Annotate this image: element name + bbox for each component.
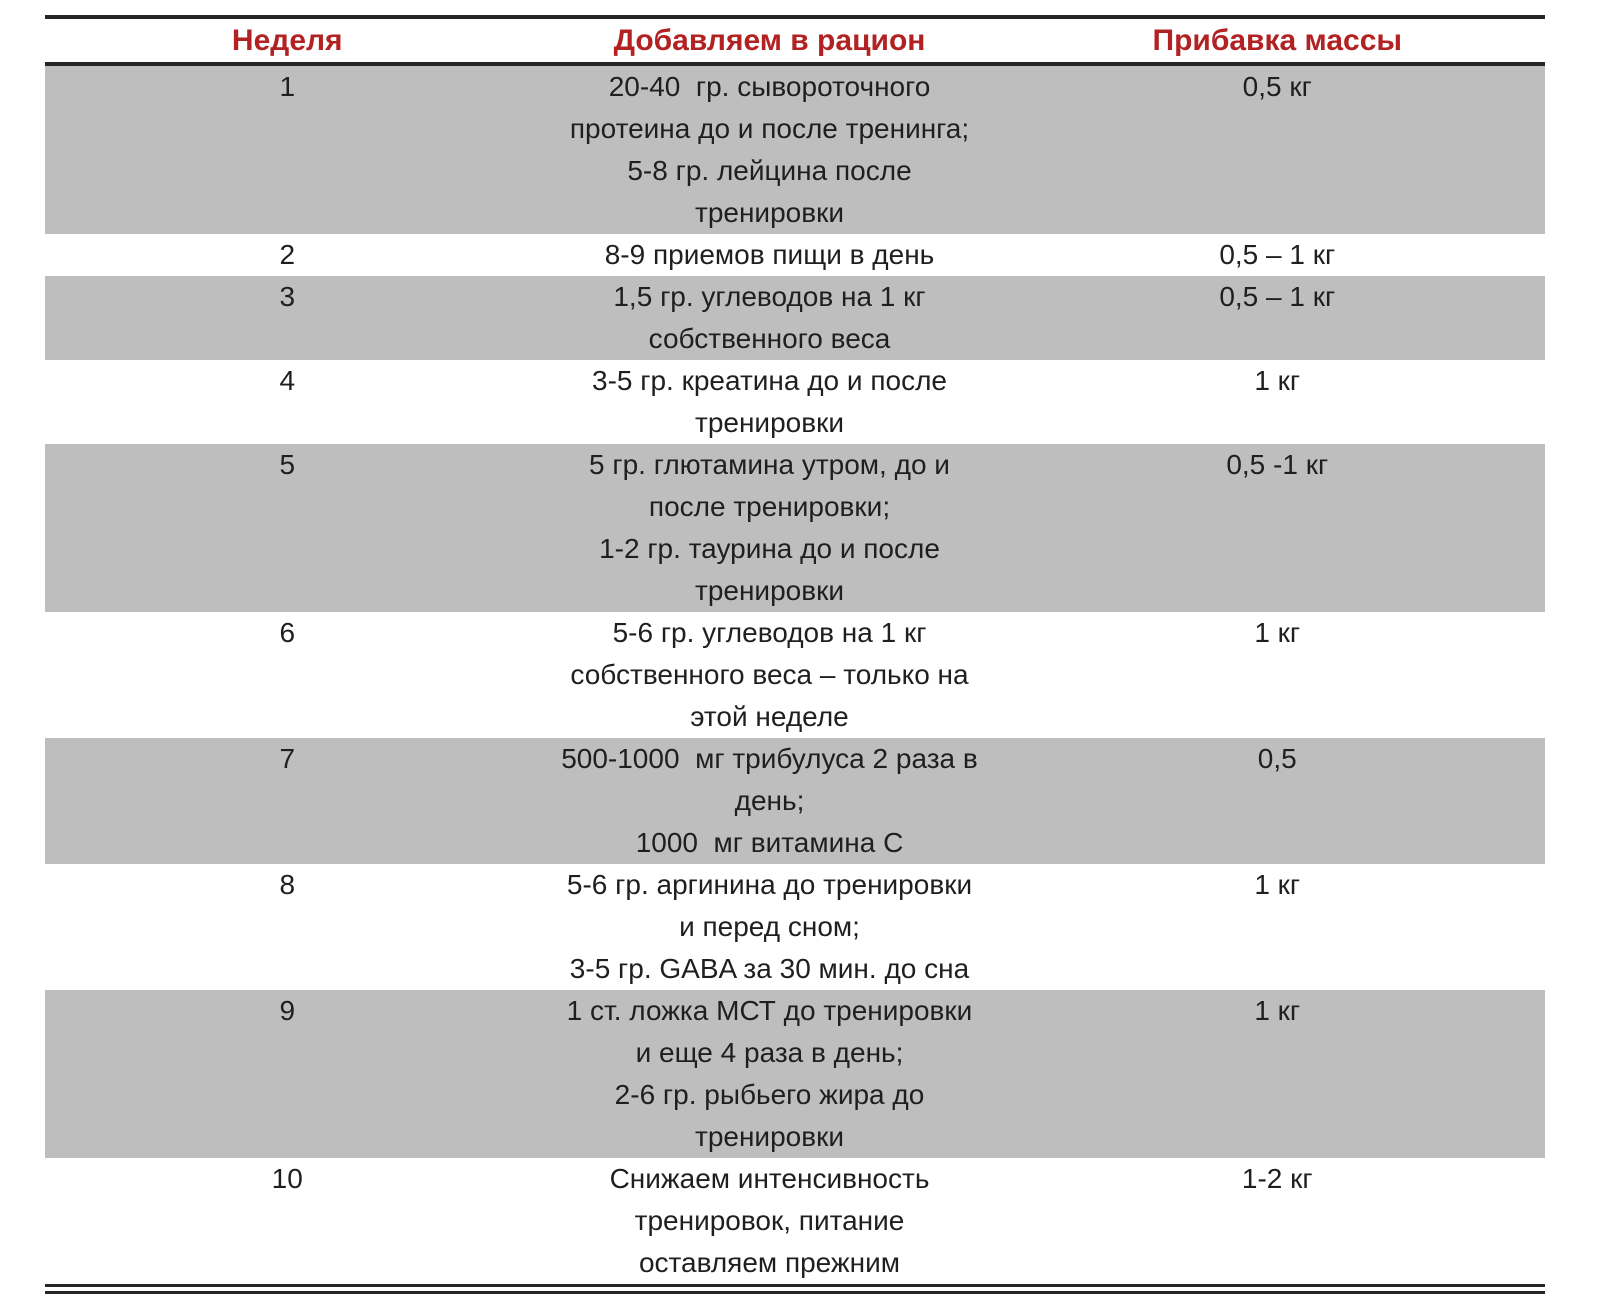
- week-cell: 10: [271, 1163, 303, 1194]
- gain-cell: 1 кг: [1254, 617, 1301, 648]
- table-header-row: Неделя Добавляем в рацион Прибавка массы: [45, 19, 1545, 66]
- table-row: 8 5-6 гр. аргинина до тренировки и перед…: [45, 864, 1545, 990]
- week-cell: 3: [279, 281, 296, 312]
- table-row: 6 5-6 гр. углеводов на 1 кг собственного…: [45, 612, 1545, 738]
- table-row: 1 20-40 гр. сывороточного протеина до и …: [45, 66, 1545, 234]
- diet-cell: 5-6 гр. углеводов на 1 кг собственного в…: [570, 617, 969, 732]
- diet-cell: 1 ст. ложка МСТ до тренировки и еще 4 ра…: [566, 995, 973, 1152]
- column-header-diet: Добавляем в рацион: [613, 24, 926, 57]
- week-cell: 2: [279, 239, 296, 270]
- table-row: 4 3-5 гр. креатина до и после тренировки…: [45, 360, 1545, 444]
- gain-cell: 0,5 -1 кг: [1226, 449, 1329, 480]
- week-cell: 1: [279, 71, 296, 102]
- week-cell: 9: [279, 995, 296, 1026]
- table-row: 3 1,5 гр. углеводов на 1 кг собственного…: [45, 276, 1545, 360]
- table-row: 7 500-1000 мг трибулуса 2 раза в день; 1…: [45, 738, 1545, 864]
- gain-cell: 1 кг: [1254, 365, 1301, 396]
- week-cell: 8: [279, 869, 296, 900]
- diet-cell: 1,5 гр. углеводов на 1 кг собственного в…: [613, 281, 926, 354]
- gain-cell: 1 кг: [1254, 869, 1301, 900]
- gain-cell: 1-2 кг: [1241, 1163, 1313, 1194]
- diet-cell: 5 гр. глютамина утром, до и после тренир…: [589, 449, 950, 606]
- table-row: 5 5 гр. глютамина утром, до и после трен…: [45, 444, 1545, 612]
- week-cell: 4: [279, 365, 296, 396]
- gain-cell: 0,5: [1257, 743, 1297, 774]
- diet-cell: Снижаем интенсивность тренировок, питани…: [609, 1163, 930, 1278]
- gain-cell: 1 кг: [1254, 995, 1301, 1026]
- diet-cell: 3-5 гр. креатина до и после тренировки: [592, 365, 947, 438]
- diet-cell: 5-6 гр. аргинина до тренировки и перед с…: [566, 869, 973, 984]
- gain-cell: 0,5 – 1 кг: [1219, 239, 1336, 270]
- column-header-week: Неделя: [231, 24, 343, 57]
- gain-cell: 0,5 – 1 кг: [1219, 281, 1336, 312]
- weekly-supplement-table: Неделя Добавляем в рацион Прибавка массы…: [45, 15, 1545, 1294]
- diet-cell: 20-40 гр. сывороточного протеина до и по…: [569, 71, 970, 228]
- gain-cell: 0,5 кг: [1242, 71, 1312, 102]
- diet-cell: 500-1000 мг трибулуса 2 раза в день; 100…: [561, 743, 978, 858]
- week-cell: 5: [279, 449, 296, 480]
- table-row: 2 8-9 приемов пищи в день 0,5 – 1 кг: [45, 234, 1545, 276]
- week-cell: 6: [279, 617, 296, 648]
- table-row: 9 1 ст. ложка МСТ до тренировки и еще 4 …: [45, 990, 1545, 1158]
- week-cell: 7: [279, 743, 296, 774]
- diet-cell: 8-9 приемов пищи в день: [604, 239, 935, 270]
- column-header-gain: Прибавка массы: [1152, 24, 1403, 57]
- table-row: 10 Снижаем интенсивность тренировок, пит…: [45, 1158, 1545, 1284]
